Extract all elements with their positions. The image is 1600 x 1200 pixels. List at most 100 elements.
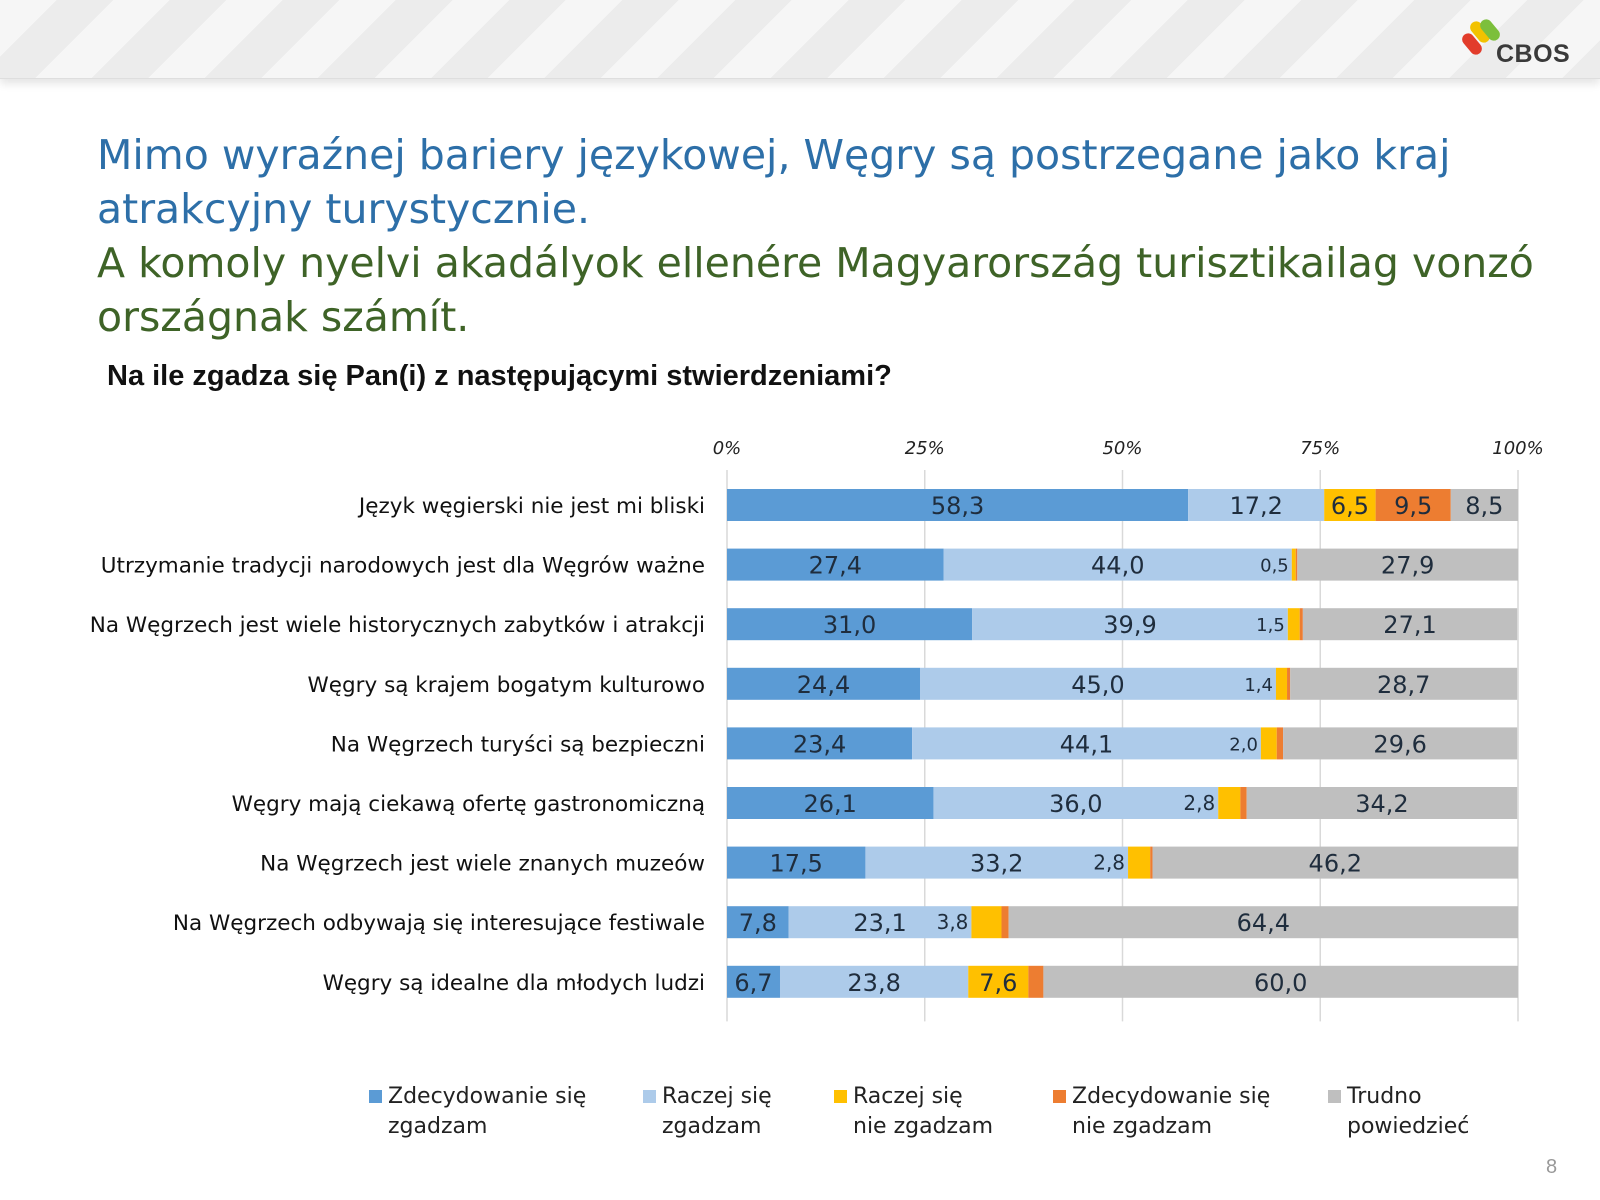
bar-segment [779, 965, 969, 998]
bar-segment [727, 787, 934, 819]
bar-segment [727, 489, 1189, 521]
bar-segment [1297, 548, 1518, 581]
data-label: 1,4 [1244, 675, 1273, 696]
bar-segment [1150, 846, 1153, 879]
legend-swatch [369, 1090, 382, 1103]
legend-label: Raczej się nie zgadzam [853, 1084, 994, 1139]
bar-segment [1276, 727, 1284, 760]
bar-segment [1375, 489, 1451, 521]
data-label: 3,8 [937, 910, 969, 934]
data-label: 0,5 [1260, 556, 1289, 577]
bar-segment [1290, 667, 1518, 700]
data-label: 44,1 [1060, 730, 1113, 758]
bar-segment [727, 965, 780, 998]
legend-label: Raczej się zgadzam [662, 1084, 772, 1139]
bar-segment [912, 727, 1261, 760]
bar-segment [933, 787, 1219, 819]
bar-segment [971, 906, 1002, 939]
bar-segment [1299, 608, 1303, 641]
data-label: 7,8 [739, 909, 777, 937]
x-tick-label: 75% [1300, 438, 1340, 459]
data-label: 6,7 [734, 969, 772, 997]
data-label: 23,4 [793, 730, 846, 758]
bar-segment [1001, 906, 1009, 939]
bar-segment [1240, 787, 1247, 819]
bar-segment [943, 548, 1292, 581]
legend-item-rather-agree: Raczej się zgadzam [643, 1082, 772, 1142]
bar-segment [972, 608, 1288, 641]
category-label: Węgry mają ciekawą ofertę gastronomiczną [232, 792, 705, 817]
bar-segment [1450, 489, 1518, 521]
data-label: 26,1 [804, 790, 857, 818]
data-label: 9,5 [1394, 492, 1432, 520]
legend-swatch [834, 1090, 847, 1103]
bar-segment [1291, 548, 1296, 581]
data-label: 17,2 [1229, 492, 1282, 520]
data-label: 34,2 [1355, 790, 1408, 818]
data-label: 45,0 [1071, 671, 1124, 699]
bar-segment [1287, 667, 1291, 700]
data-label: 24,4 [797, 671, 850, 699]
bar-segment [1218, 787, 1241, 819]
legend-swatch [643, 1090, 656, 1103]
legend-label: Zdecydowanie się nie zgadzam [1072, 1084, 1271, 1139]
data-label: 60,0 [1254, 969, 1307, 997]
category-label: Na Węgrzech turyści są bezpieczni [331, 732, 705, 757]
x-tick-label: 50% [1102, 438, 1142, 459]
data-label: 33,2 [970, 850, 1023, 878]
bar-segment [1260, 727, 1277, 760]
bar-segment [1028, 965, 1044, 998]
category-label: Węgry są idealne dla młodych ludzi [323, 971, 705, 996]
data-label: 36,0 [1049, 790, 1102, 818]
bar-segment [865, 846, 1129, 879]
bar-segment [727, 608, 973, 641]
bar-segment [1287, 608, 1300, 641]
bar-segment [1246, 787, 1518, 819]
data-label: 27,1 [1383, 611, 1436, 639]
data-label: 7,6 [979, 969, 1017, 997]
data-label: 64,4 [1237, 909, 1290, 937]
data-label: 46,2 [1309, 850, 1362, 878]
x-tick-label: 25% [905, 438, 945, 459]
page-title: Mimo wyraźnej bariery językowej, Węgry s… [97, 128, 1537, 344]
legend-label: Trudno powiedzieć [1347, 1084, 1470, 1139]
data-label: 27,4 [809, 552, 862, 580]
bar-segment [968, 965, 1029, 998]
bar-segment [1188, 489, 1325, 521]
legend-swatch [1053, 1090, 1066, 1103]
data-label: 58,3 [931, 492, 984, 520]
bar-segment [1152, 846, 1518, 879]
data-label: 39,9 [1103, 611, 1156, 639]
data-label: 6,5 [1331, 492, 1369, 520]
category-label: Węgry są krajem bogatym kulturowo [308, 673, 705, 698]
data-label: 31,0 [823, 611, 876, 639]
data-label: 2,8 [1093, 851, 1125, 875]
legend-item-hard-to-say: Trudno powiedzieć [1328, 1082, 1469, 1142]
data-label: 1,5 [1256, 615, 1285, 636]
data-label: 28,7 [1377, 671, 1430, 699]
data-label: 23,1 [853, 909, 906, 937]
legend-label: Zdecydowanie się zgadzam [388, 1084, 587, 1139]
bar-segment [1283, 727, 1518, 760]
bar-segment [1302, 608, 1518, 641]
legend-item-strongly-disagree: Zdecydowanie się nie zgadzam [1053, 1082, 1270, 1142]
title-hungarian: A komoly nyelvi akadályok ellenére Magya… [97, 239, 1534, 341]
bar-segment [727, 727, 913, 760]
category-label: Na Węgrzech jest wiele znanych muzeów [260, 852, 705, 877]
logo-mark-icon [1462, 19, 1500, 55]
bar-segment [1275, 667, 1288, 700]
bar-segment [1295, 548, 1298, 581]
legend-item-strongly-agree: Zdecydowanie się zgadzam [369, 1082, 586, 1142]
data-label: 17,5 [769, 850, 822, 878]
bar-segment [1128, 846, 1151, 879]
legend-item-rather-disagree: Raczej się nie zgadzam [834, 1082, 993, 1142]
title-polish: Mimo wyraźnej bariery językowej, Węgry s… [97, 131, 1451, 233]
bar-segment [727, 548, 944, 581]
bar-segment [727, 667, 921, 700]
bar-segment [788, 906, 972, 939]
bar-segment [1324, 489, 1376, 521]
data-label: 44,0 [1091, 552, 1144, 580]
bar-segment [1043, 965, 1518, 998]
category-label: Na Węgrzech jest wiele historycznych zab… [90, 613, 705, 638]
